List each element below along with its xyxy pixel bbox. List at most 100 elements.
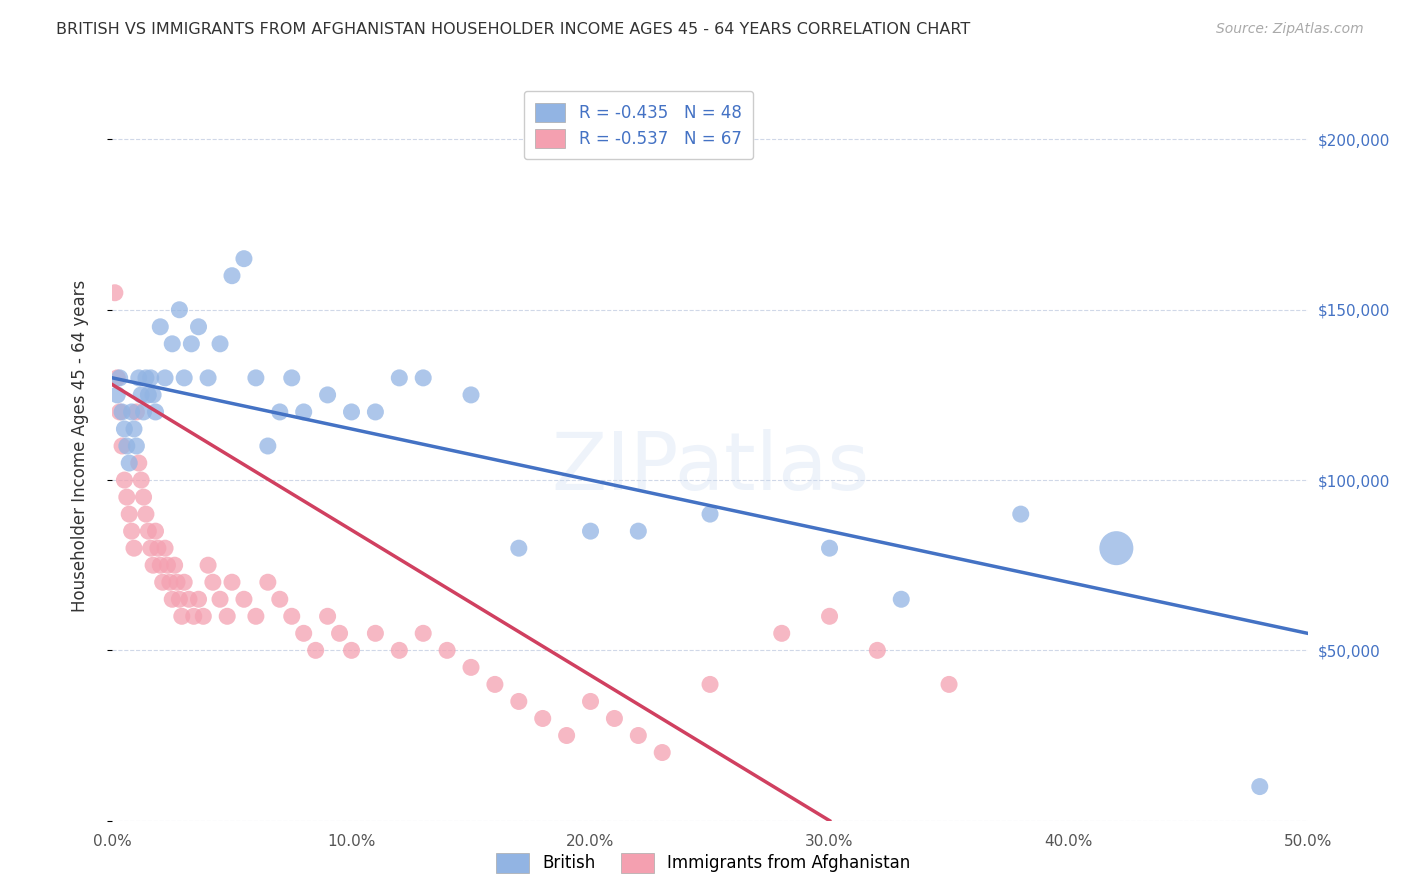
Point — [603, 711, 626, 725]
Point — [105, 388, 128, 402]
Point — [209, 592, 232, 607]
Point — [436, 643, 458, 657]
Point — [132, 405, 155, 419]
Point — [121, 405, 143, 419]
Point — [197, 371, 219, 385]
Point — [412, 626, 434, 640]
Point — [460, 388, 482, 402]
Point — [388, 371, 411, 385]
Point — [122, 422, 145, 436]
Point — [651, 746, 673, 760]
Point — [114, 473, 135, 487]
Point — [1249, 780, 1271, 794]
Point — [159, 575, 181, 590]
Point — [139, 541, 162, 556]
Point — [866, 643, 889, 657]
Point — [152, 575, 174, 590]
Point — [145, 405, 167, 419]
Point — [187, 592, 209, 607]
Point — [146, 541, 169, 556]
Point — [163, 558, 186, 573]
Point — [269, 592, 291, 607]
Point — [166, 575, 188, 590]
Point — [257, 439, 280, 453]
Point — [329, 626, 352, 640]
Point — [139, 371, 162, 385]
Point — [187, 319, 209, 334]
Point — [149, 319, 172, 334]
Point — [699, 677, 721, 691]
Point — [201, 575, 224, 590]
Point — [555, 729, 578, 743]
Legend: R = -0.435   N = 48, R = -0.537   N = 67: R = -0.435 N = 48, R = -0.537 N = 67 — [523, 91, 754, 160]
Text: Source: ZipAtlas.com: Source: ZipAtlas.com — [1216, 22, 1364, 37]
Point — [118, 456, 141, 470]
Point — [699, 507, 721, 521]
Point — [129, 473, 152, 487]
Point — [281, 371, 304, 385]
Point — [281, 609, 304, 624]
Point — [627, 729, 650, 743]
Point — [305, 643, 328, 657]
Point — [890, 592, 912, 607]
Point — [579, 524, 602, 538]
Point — [170, 609, 193, 624]
Legend: British, Immigrants from Afghanistan: British, Immigrants from Afghanistan — [489, 847, 917, 880]
Point — [115, 490, 138, 504]
Point — [111, 439, 134, 453]
Point — [508, 694, 530, 708]
Point — [818, 541, 841, 556]
Point — [340, 643, 363, 657]
Point — [108, 405, 131, 419]
Point — [153, 371, 176, 385]
Point — [104, 285, 127, 300]
Point — [149, 558, 172, 573]
Point — [105, 371, 128, 385]
Point — [125, 439, 148, 453]
Point — [531, 711, 554, 725]
Point — [484, 677, 506, 691]
Point — [183, 609, 205, 624]
Point — [460, 660, 482, 674]
Point — [257, 575, 280, 590]
Point — [292, 626, 315, 640]
Point — [153, 541, 176, 556]
Point — [233, 252, 256, 266]
Point — [217, 609, 239, 624]
Point — [412, 371, 434, 385]
Point — [197, 558, 219, 573]
Point — [233, 592, 256, 607]
Point — [508, 541, 530, 556]
Point — [114, 422, 135, 436]
Point — [209, 336, 232, 351]
Point — [135, 371, 157, 385]
Point — [156, 558, 179, 573]
Point — [125, 405, 148, 419]
Point — [364, 626, 387, 640]
Point — [180, 336, 202, 351]
Point — [145, 524, 167, 538]
Text: BRITISH VS IMMIGRANTS FROM AFGHANISTAN HOUSEHOLDER INCOME AGES 45 - 64 YEARS COR: BRITISH VS IMMIGRANTS FROM AFGHANISTAN H… — [56, 22, 970, 37]
Point — [1010, 507, 1032, 521]
Point — [173, 371, 195, 385]
Point — [316, 388, 339, 402]
Point — [292, 405, 315, 419]
Point — [245, 609, 267, 624]
Point — [142, 558, 165, 573]
Point — [115, 439, 138, 453]
Text: ZIPatlas: ZIPatlas — [551, 429, 869, 508]
Point — [316, 609, 339, 624]
Point — [118, 507, 141, 521]
Point — [142, 388, 165, 402]
Point — [364, 405, 387, 419]
Point — [173, 575, 195, 590]
Point — [221, 575, 243, 590]
Point — [269, 405, 291, 419]
Point — [340, 405, 363, 419]
Point — [770, 626, 793, 640]
Point — [245, 371, 267, 385]
Point — [627, 524, 650, 538]
Y-axis label: Householder Income Ages 45 - 64 years: Householder Income Ages 45 - 64 years — [70, 280, 89, 612]
Point — [135, 507, 157, 521]
Point — [129, 388, 152, 402]
